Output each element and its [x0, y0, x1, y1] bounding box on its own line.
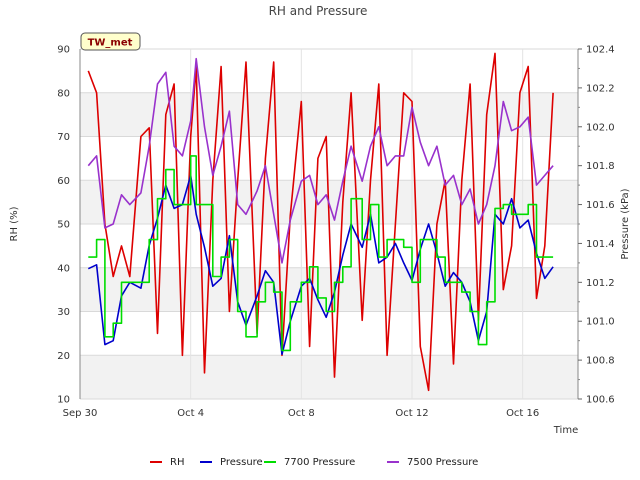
right-tick-label: 100.8: [586, 356, 615, 367]
legend: RH Pressure 7700 Pressure 7500 Pressure: [150, 457, 478, 468]
left-tick-label: 60: [57, 176, 70, 187]
x-tick-label: Oct 16: [506, 408, 539, 419]
series-line-7500-pressure: [87, 57, 554, 264]
left-tick-label: 50: [57, 220, 70, 231]
legend-item: RH: [150, 457, 184, 468]
legend-item: Pressure: [200, 457, 263, 468]
right-tick-label: 102.0: [586, 122, 615, 133]
right-tick-label: 100.6: [586, 395, 615, 406]
left-tick-label: 70: [57, 132, 70, 143]
station-label: TW_met: [88, 38, 133, 49]
left-tick-label: 30: [57, 307, 70, 318]
right-tick-label: 101.2: [586, 278, 615, 289]
x-axis-title: Time: [553, 425, 578, 436]
left-tick-label: 90: [57, 45, 70, 56]
series-line-7700-pressure: [88, 155, 554, 352]
station-badge-box: [80, 32, 141, 51]
x-tick-label: Oct 4: [177, 408, 204, 419]
right-tick-label: 101.0: [586, 317, 615, 328]
right-tick-label: 101.6: [586, 200, 615, 211]
series-layer: [87, 52, 554, 392]
x-tick-label: Oct 12: [395, 408, 428, 419]
chart-title: RH and Pressure: [269, 4, 368, 18]
legend-label: 7500 Pressure: [407, 457, 478, 468]
legend-item: 7500 Pressure: [387, 457, 478, 468]
x-tick-label: Oct 8: [288, 408, 315, 419]
left-tick-label: 80: [57, 88, 70, 99]
series-line-pressure: [87, 174, 554, 356]
axes: [79, 48, 582, 400]
tick-labels: 10 20 30 40 50 60 70 80 90 100.6 100.8 101.0 101.2 10…: [57, 45, 614, 420]
right-tick-label: 102.2: [586, 83, 615, 94]
station-badge: TW_met: [80, 32, 141, 51]
legend-label: 7700 Pressure: [284, 457, 355, 468]
right-tick-label: 101.8: [586, 161, 615, 172]
legend-label: Pressure: [220, 457, 263, 468]
right-tick-label: 102.4: [586, 45, 615, 56]
plot-band: [80, 92, 578, 137]
legend-label: RH: [170, 457, 184, 468]
right-axis-title: Pressure (kPa): [620, 188, 631, 259]
series-line-rh: [87, 52, 554, 392]
left-axis-title: RH (%): [9, 206, 20, 241]
right-tick-label: 101.4: [586, 239, 615, 250]
left-tick-label: 10: [57, 395, 70, 406]
plot-band: [80, 355, 578, 399]
left-tick-label: 20: [57, 351, 70, 362]
legend-item: 7700 Pressure: [264, 457, 355, 468]
left-tick-label: 40: [57, 263, 70, 274]
x-tick-label: Sep 30: [63, 408, 98, 419]
